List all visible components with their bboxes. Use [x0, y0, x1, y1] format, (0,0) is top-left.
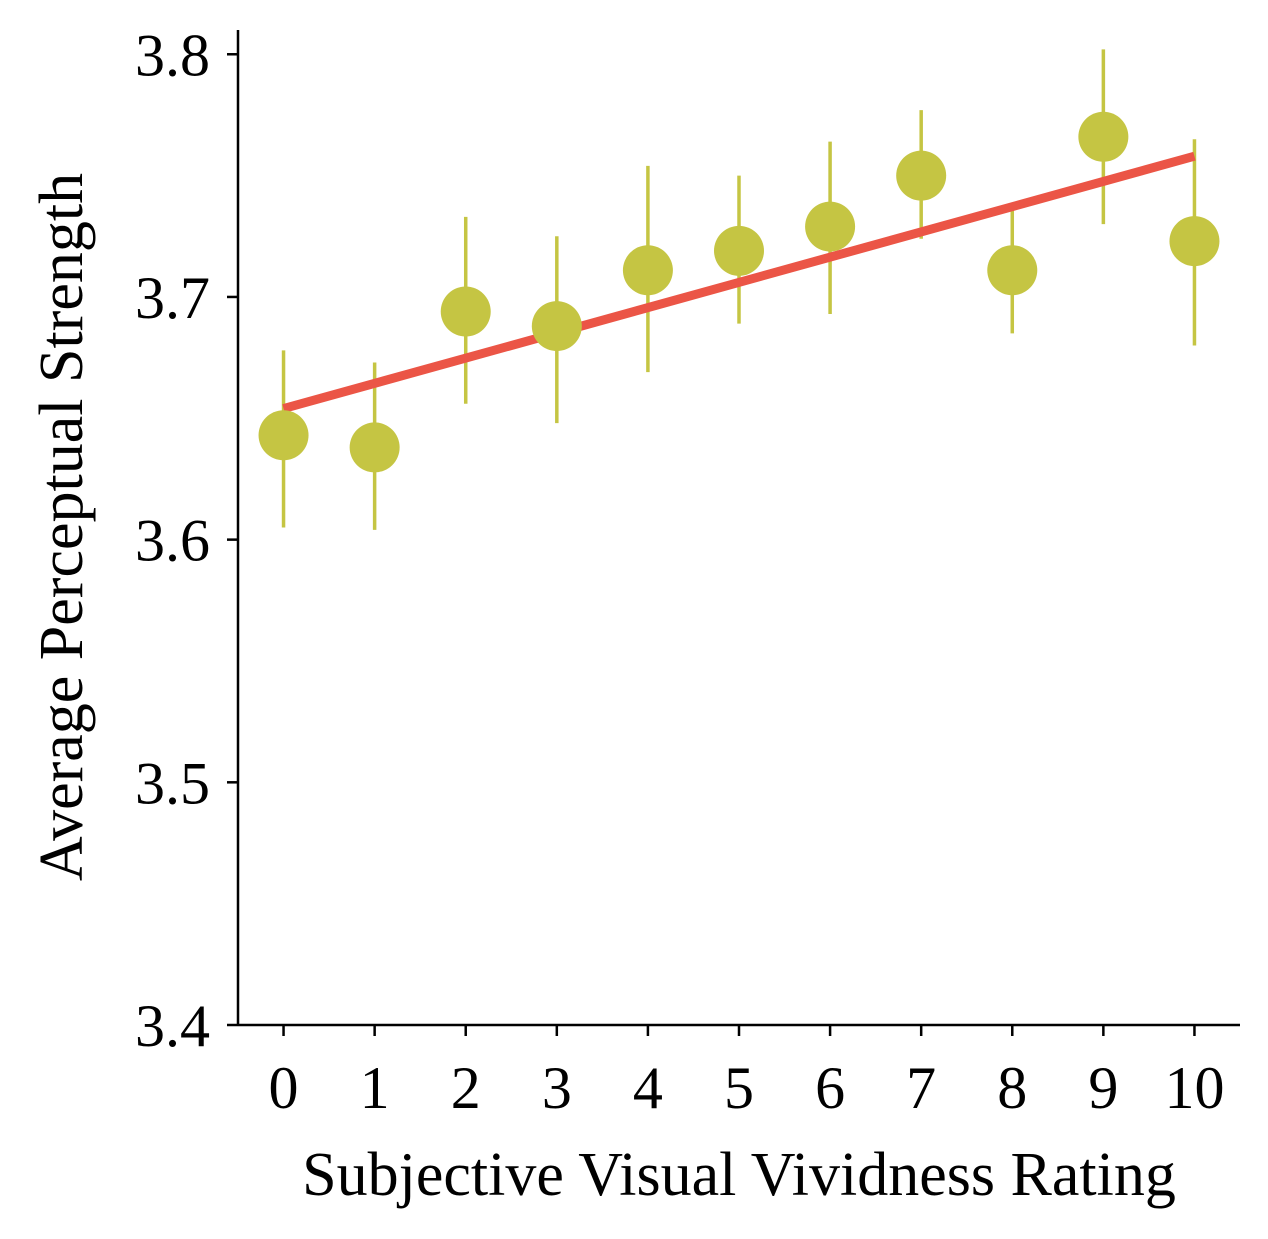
y-tick-label: 3.8 [135, 22, 210, 88]
data-point [1078, 111, 1129, 162]
data-point [896, 150, 947, 201]
y-tick-label: 3.5 [135, 750, 210, 816]
x-tick-label: 0 [269, 1055, 299, 1121]
data-point [622, 245, 673, 296]
data-point [714, 225, 764, 276]
error-bars [281, 49, 1197, 530]
fit-line [282, 151, 1196, 413]
x-tick-label: 6 [815, 1055, 845, 1121]
y-tick-label: 3.6 [135, 508, 210, 574]
data-point [805, 201, 856, 252]
y-tick-label: 3.4 [135, 993, 210, 1059]
x-axis-label: Subjective Visual Vividness Rating [302, 1141, 1176, 1209]
y-tick-label: 3.7 [135, 265, 210, 331]
x-tick-label: 8 [997, 1055, 1027, 1121]
x-tick-label: 10 [1164, 1055, 1224, 1121]
data-point [987, 245, 1038, 296]
x-tick-label: 3 [542, 1055, 572, 1121]
x-tick-label: 1 [360, 1055, 390, 1121]
data-point [440, 286, 491, 337]
x-tick-label: 7 [906, 1055, 936, 1121]
x-tick-label: 2 [451, 1055, 481, 1121]
y-ticks: 3.4 3.5 3.6 3.7 3.8 [135, 22, 238, 1059]
data-point [258, 410, 309, 461]
data-point [1169, 216, 1220, 267]
x-tick-label: 9 [1088, 1055, 1118, 1121]
x-tick-label: 5 [724, 1055, 754, 1121]
x-ticks: 0 1 2 3 4 5 6 7 8 9 10 [269, 1025, 1224, 1121]
fit-line-group [282, 151, 1196, 413]
data-point [349, 422, 400, 473]
data-point [531, 301, 582, 352]
data-points [258, 111, 1220, 473]
y-axis-label: Average Perceptual Strength [28, 173, 96, 881]
x-tick-label: 4 [633, 1055, 663, 1121]
